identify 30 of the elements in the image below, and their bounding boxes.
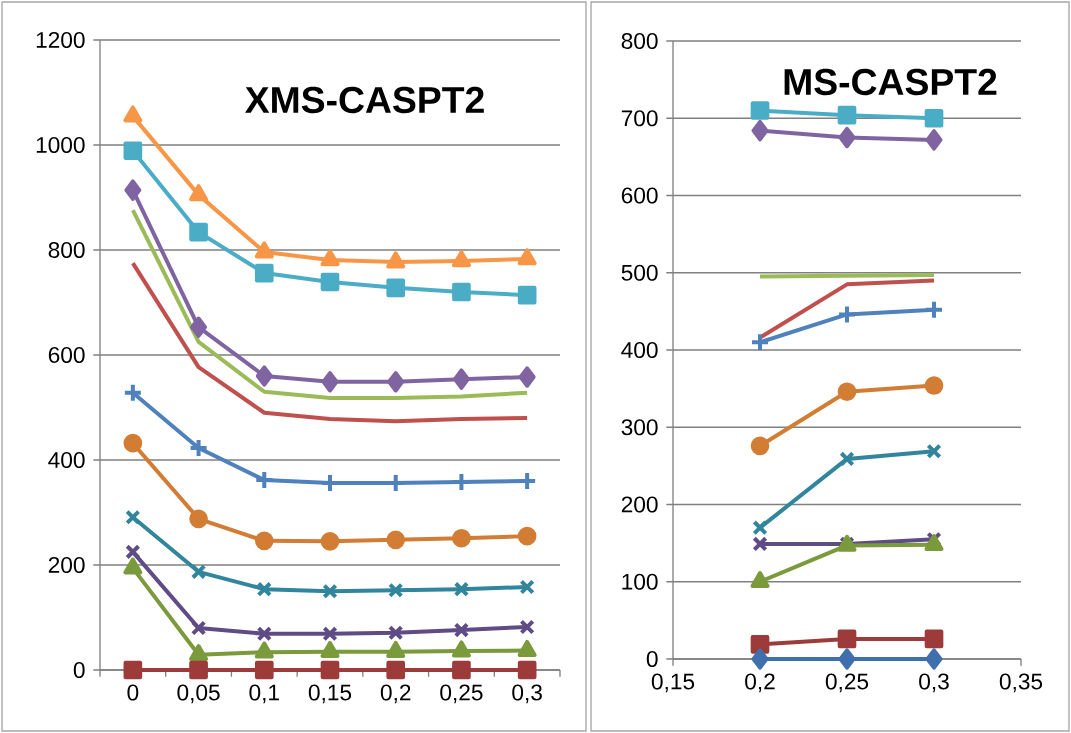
text: XMS-CASPT2	[245, 86, 484, 114]
y-tick-label: 600	[621, 187, 658, 204]
y-tick-label: 0	[73, 661, 85, 679]
y-tick-label: 800	[621, 32, 658, 50]
y-tick-label: 300	[621, 419, 658, 436]
y-tick-label: 100	[622, 573, 658, 590]
y-tick-label: 400	[621, 341, 658, 359]
y-tick-label: 400	[48, 451, 85, 469]
y-tick-label: 800	[48, 241, 85, 259]
x-tick-label: 0,2	[745, 673, 775, 693]
x-tick-label: 0	[127, 684, 139, 701]
x-tick-label: 0,35	[999, 673, 1043, 693]
y-tick-label: 0	[646, 650, 658, 668]
x-tick-label: 0,1	[249, 684, 279, 704]
y-tick-label: 500	[621, 264, 658, 281]
y-tick-label: 600	[48, 346, 85, 364]
x-tick-label: 0,05	[177, 684, 220, 704]
x-tick-label: 0,2	[380, 684, 411, 704]
x-tick-label: 0,15	[308, 684, 352, 704]
y-tick-label: 1000	[36, 136, 85, 154]
y-tick-label: 1200	[36, 31, 85, 49]
text: MS-CASPT2	[784, 68, 997, 96]
y-tick-label: 700	[621, 110, 658, 127]
x-tick-label: 0,15	[651, 673, 695, 693]
y-tick-label: 200	[621, 496, 658, 513]
y-tick-label: 200	[48, 556, 85, 574]
x-tick-label: 0,25	[825, 673, 869, 693]
x-tick-label: 0,3	[512, 684, 542, 704]
x-tick-label: 0,3	[919, 673, 949, 693]
x-tick-label: 0,25	[440, 684, 483, 704]
